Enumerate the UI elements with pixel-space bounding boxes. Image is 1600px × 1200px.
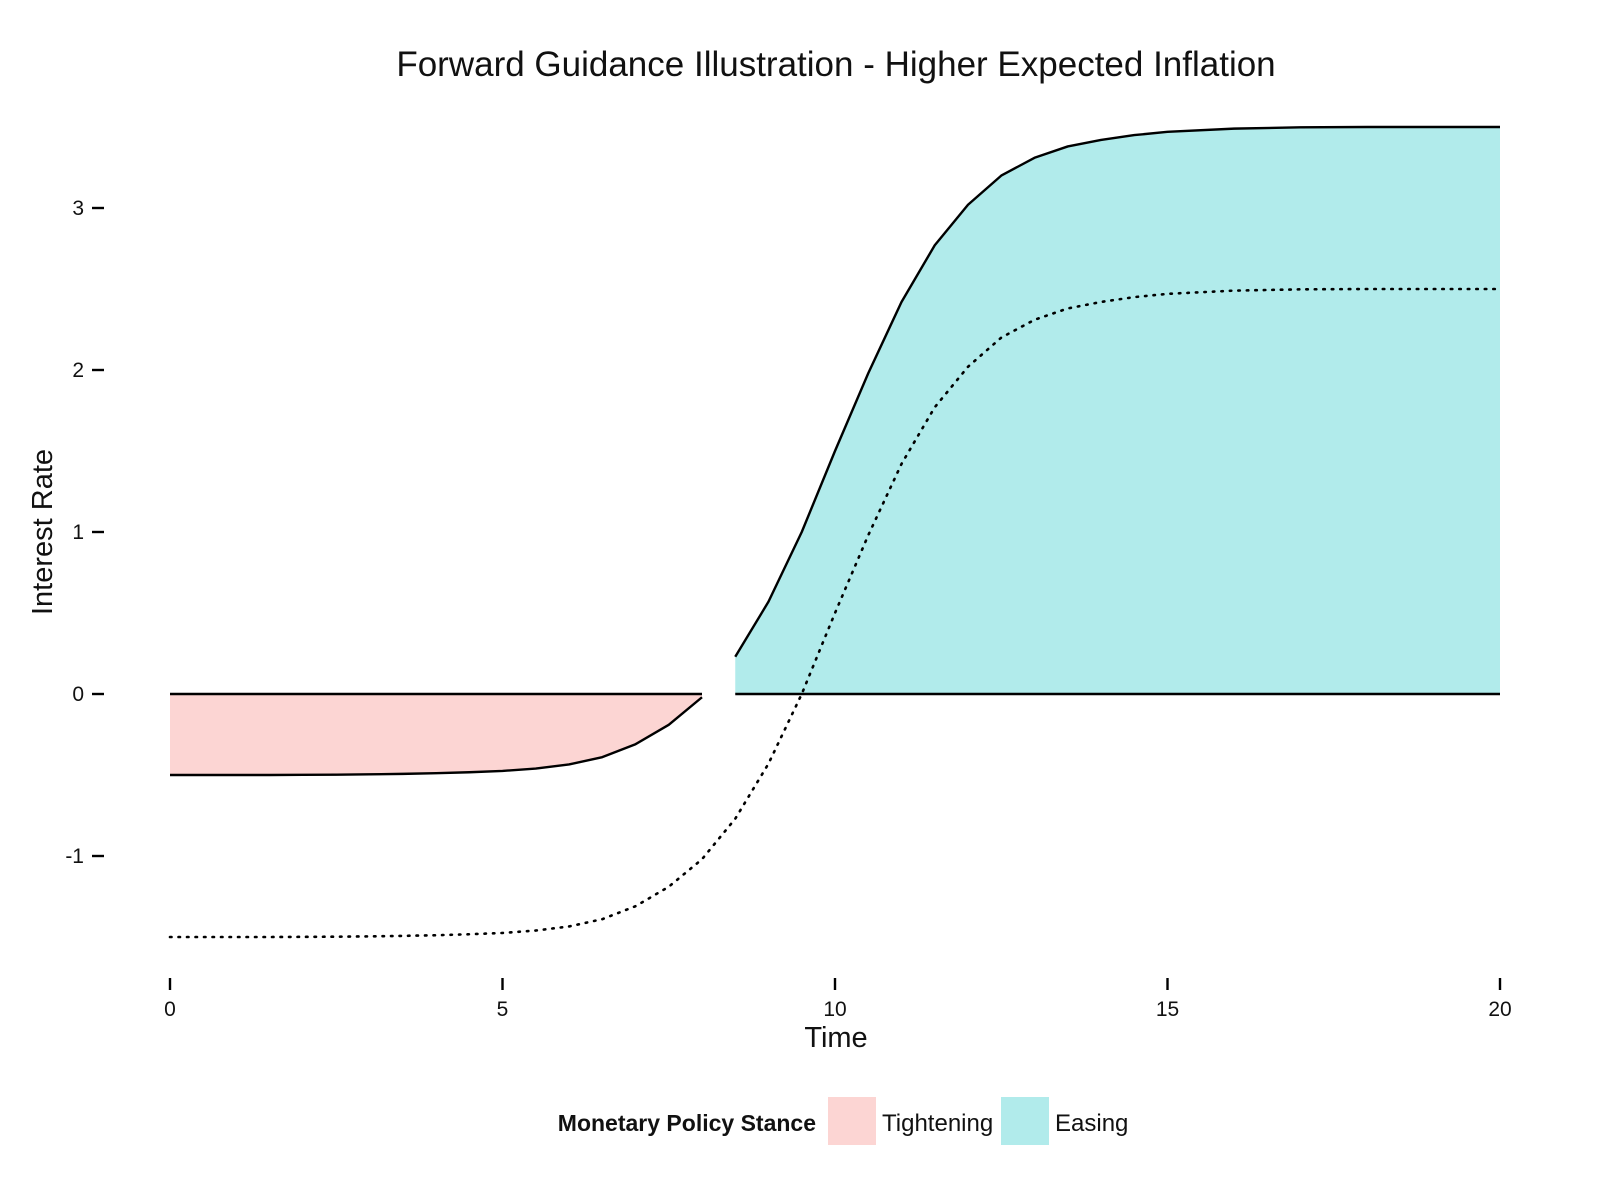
x-tick-label-0: 0 [164,998,176,1021]
legend-swatch-easing [1001,1097,1049,1145]
x-axis-title: Time [804,1022,867,1054]
y-tick-label-2: 2 [72,359,84,382]
axes: 0 5 10 15 20 -1 0 1 2 3 [65,197,1511,1021]
legend-title: Monetary Policy Stance [558,1110,816,1136]
tightening-area [170,694,702,775]
x-tick-label-10: 10 [823,998,846,1021]
easing-line [734,125,1500,658]
easing-area [735,127,1500,694]
tightening-line [170,696,703,777]
x-tick-label-15: 15 [1156,998,1179,1021]
x-tick-label-5: 5 [497,998,509,1021]
y-tick-label-3: 3 [72,197,84,220]
chart-title: Forward Guidance Illustration - Higher E… [396,45,1275,84]
x-tick-label-20: 20 [1488,998,1511,1021]
y-axis-title: Interest Rate [27,449,59,615]
legend-swatch-tightening [828,1097,876,1145]
legend-label-easing: Easing [1055,1110,1128,1137]
plot-area [168,125,1502,939]
y-tick-label--1: -1 [65,845,84,868]
y-tick-label-0: 0 [72,683,84,706]
legend: Monetary Policy Stance Tightening Easing [558,1097,1128,1145]
legend-label-tightening: Tightening [882,1110,993,1137]
y-tick-label-1: 1 [72,521,84,544]
